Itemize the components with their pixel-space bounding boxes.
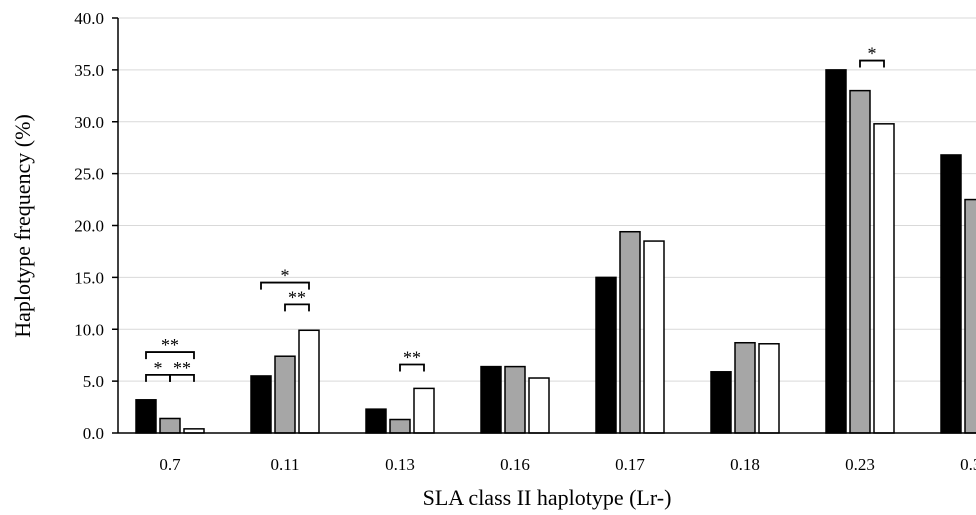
- bar: [298, 329, 320, 434]
- y-tick-label: 30.0: [74, 113, 104, 132]
- significance-label: **: [161, 335, 179, 355]
- y-tick-labels: 0.0 5.0 10.0 15.0 20.0 25.0 30.0 35.0 40.0: [74, 9, 104, 443]
- x-tick-label: 0.11: [270, 455, 299, 474]
- y-axis-title: Haplotype frequency (%): [10, 114, 35, 338]
- bar: [873, 123, 895, 434]
- x-tick-label: 0.18: [730, 455, 760, 474]
- gridlines: [118, 17, 976, 382]
- bar: [365, 408, 387, 434]
- bar: [940, 154, 962, 434]
- y-tick-label: 25.0: [74, 165, 104, 184]
- bar: [504, 365, 526, 434]
- y-tick-label: 5.0: [83, 372, 104, 391]
- x-tick-label: 0.7: [159, 455, 181, 474]
- y-tick-label: 35.0: [74, 61, 104, 80]
- y-tick-label: 0.0: [83, 424, 104, 443]
- x-tick-label: 0.13: [385, 455, 415, 474]
- significance-bracket: [284, 303, 310, 312]
- significance-label: **: [173, 358, 191, 378]
- x-tick-label: 0.37: [960, 455, 976, 474]
- y-tick-label: 40.0: [74, 9, 104, 28]
- y-tick-label: 20.0: [74, 217, 104, 236]
- bar: [710, 371, 732, 434]
- significance-bracket: [399, 363, 425, 372]
- significance-label: **: [288, 287, 306, 307]
- significance-bracket: [145, 351, 195, 360]
- significance-label: *: [281, 266, 290, 286]
- x-tick-label: 0.16: [500, 455, 530, 474]
- bar: [619, 230, 641, 434]
- bar: [595, 276, 617, 434]
- y-tick-label: 10.0: [74, 320, 104, 339]
- significance-annotations: * **********: [145, 44, 885, 382]
- bar: [135, 399, 157, 434]
- significance-bracket: [859, 59, 885, 68]
- x-tick-label: 0.17: [615, 455, 645, 474]
- bar: [849, 89, 871, 434]
- significance-bracket: [260, 281, 310, 290]
- bar: [250, 375, 272, 434]
- y-tick-label: 15.0: [74, 268, 104, 287]
- significance-label: *: [868, 44, 877, 64]
- x-axis-title: SLA class II haplotype (Lr-): [423, 485, 672, 510]
- bar: [159, 417, 181, 434]
- significance-label: *: [154, 358, 163, 378]
- bars: [135, 69, 976, 434]
- bar: [528, 377, 550, 434]
- significance-bracket: [169, 374, 195, 382]
- bar: [758, 343, 780, 434]
- bar: [734, 341, 756, 434]
- bar: [643, 240, 665, 434]
- bar: [274, 355, 296, 434]
- x-tick-labels: 0.7 0.11 0.13 0.16 0.17 0.18 0.23 0.37: [159, 455, 976, 474]
- axes: [112, 17, 976, 434]
- bar: [389, 418, 411, 434]
- bar: [413, 387, 435, 434]
- x-tick-label: 0.23: [845, 455, 875, 474]
- bar: [825, 69, 847, 434]
- bar: [964, 198, 976, 434]
- bar: [480, 365, 502, 434]
- significance-label: **: [403, 348, 421, 368]
